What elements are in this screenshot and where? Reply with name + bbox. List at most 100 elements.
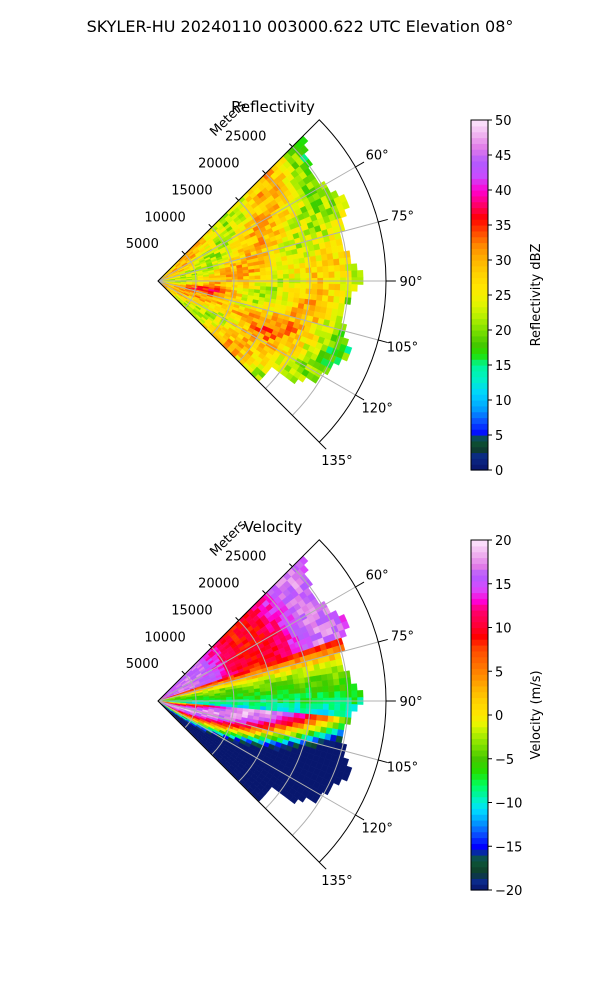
data-cell	[339, 684, 347, 692]
data-cell	[243, 276, 250, 280]
data-cell	[328, 703, 335, 711]
data-cell	[288, 707, 295, 714]
data-cell	[299, 144, 309, 155]
colorbar-swatch	[471, 318, 488, 325]
colorbar-swatch	[471, 236, 488, 244]
range-tick-label: 15000	[171, 603, 212, 618]
data-cell	[254, 282, 261, 287]
data-cell	[326, 673, 334, 681]
colorbar-swatch	[471, 143, 488, 150]
data-cell	[271, 702, 278, 708]
data-cell	[334, 271, 341, 279]
colorbar-swatch	[471, 225, 488, 232]
colorbar-tick-label: 0	[495, 464, 503, 479]
azimuth-tick-label: 90°	[400, 275, 423, 290]
data-cell	[351, 284, 358, 292]
data-cell	[343, 250, 351, 259]
colorbar-swatch	[471, 551, 488, 559]
range-tick	[208, 643, 213, 648]
data-cell	[345, 284, 352, 292]
data-cell	[276, 265, 284, 271]
colorbar-swatch	[471, 744, 488, 751]
azimuth-tick	[318, 861, 327, 870]
data-cell	[311, 703, 318, 710]
data-cell	[248, 695, 256, 700]
data-cell	[321, 720, 328, 728]
data-cell	[294, 703, 301, 709]
colorbar-swatch	[471, 691, 488, 699]
data-cell	[300, 693, 307, 699]
data-cell	[336, 244, 345, 253]
data-cell	[265, 266, 272, 272]
colorbar-swatch	[471, 178, 488, 185]
data-cell	[237, 702, 244, 706]
panel-title: Velocity	[244, 518, 303, 536]
data-cell	[332, 722, 340, 730]
data-cell	[248, 692, 255, 697]
data-cell	[271, 274, 278, 280]
data-cell	[351, 690, 358, 698]
data-cell	[259, 691, 267, 696]
data-cell	[260, 282, 267, 287]
data-cell	[287, 292, 295, 298]
range-tick-label: 20000	[198, 157, 239, 172]
data-cell	[305, 272, 313, 279]
azimuth-tick-label: 135°	[321, 874, 352, 889]
azimuth-tick	[378, 339, 388, 344]
data-cell	[248, 702, 256, 707]
data-cell	[242, 272, 250, 277]
data-cell	[309, 675, 317, 683]
range-tick-label: 20000	[198, 577, 239, 592]
azimuth-tick-label: 120°	[362, 402, 393, 417]
data-cell	[316, 680, 323, 688]
data-cell	[309, 255, 317, 263]
azimuth-tick-label: 105°	[387, 761, 418, 776]
data-cell	[333, 776, 342, 786]
colorbar-swatch	[471, 160, 488, 168]
colorbar-swatch	[471, 860, 488, 868]
data-cell	[305, 692, 313, 699]
colorbar-label: Reflectivity dBZ	[529, 244, 544, 347]
figure-title: SKYLER-HU 20240110 003000.622 UTC Elevat…	[87, 17, 514, 36]
data-cell	[311, 708, 318, 716]
colorbar-swatch	[471, 207, 488, 214]
colorbar-swatch	[471, 855, 488, 862]
data-cell	[333, 716, 340, 724]
colorbar-swatch	[471, 260, 488, 267]
colorbar-swatch	[471, 610, 488, 617]
colorbar-tick-label: 0	[495, 709, 503, 724]
data-cell	[226, 276, 233, 281]
data-cell	[328, 283, 335, 291]
data-cell	[294, 693, 301, 699]
data-cell	[311, 692, 318, 699]
colorbar-tick-label: 5	[495, 665, 503, 680]
colorbar-swatch	[471, 213, 488, 220]
data-cell	[321, 679, 329, 687]
data-cell	[332, 302, 340, 310]
azimuth-tick-label: 135°	[321, 454, 352, 469]
data-cell	[338, 716, 346, 725]
data-cell	[327, 259, 335, 267]
data-cell	[341, 620, 350, 630]
data-cell	[345, 690, 352, 698]
data-cell	[299, 564, 309, 575]
sector-frame	[157, 119, 387, 443]
data-cell	[299, 262, 306, 269]
data-cell	[282, 264, 289, 271]
data-cell	[341, 352, 350, 362]
data-cell	[332, 672, 340, 680]
data-cell	[311, 283, 318, 290]
data-cell	[335, 238, 343, 247]
colorbar-label: Velocity (m/s)	[529, 670, 544, 759]
data-cell	[271, 694, 278, 700]
colorbar-swatch	[471, 195, 488, 203]
colorbar-swatch	[471, 715, 488, 722]
colorbar-swatch	[471, 283, 488, 290]
data-cell	[328, 685, 335, 693]
sector-frame	[157, 539, 387, 863]
colorbar-swatch	[471, 435, 488, 442]
data-cell	[282, 287, 290, 293]
data-cell	[333, 258, 340, 266]
colorbar-swatch	[471, 674, 488, 681]
colorbar-swatch	[471, 394, 488, 401]
